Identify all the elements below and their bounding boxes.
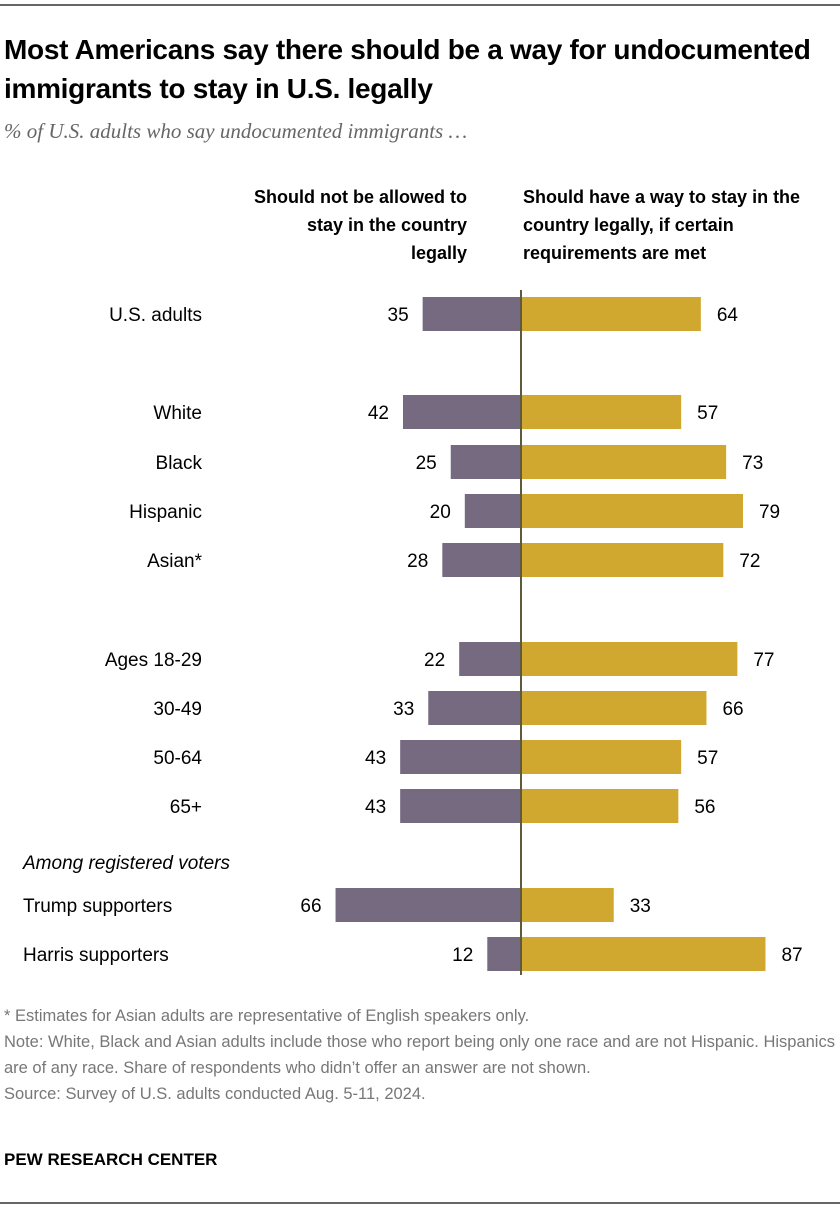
category-label: Ages 18-29 (105, 650, 202, 671)
bar-should-not-stay (402, 395, 521, 429)
value-label-should-stay: 72 (739, 551, 760, 572)
bar-should-stay (521, 740, 682, 774)
value-label-should-not-stay: 42 (368, 403, 389, 424)
value-label-should-stay: 57 (697, 748, 718, 769)
category-label: Harris supporters (23, 945, 169, 966)
bar-should-stay (521, 937, 766, 971)
bar-should-not-stay (400, 740, 521, 774)
bar-should-stay (521, 543, 724, 577)
legend-should-not-stay: Should not be allowed to stay in the cou… (254, 187, 467, 263)
bar-should-stay (521, 642, 738, 676)
value-label-should-stay: 57 (697, 403, 718, 424)
category-label: U.S. adults (109, 305, 202, 326)
group-label-registered-voters: Among registered voters (22, 853, 230, 874)
top-rule (0, 4, 840, 6)
notes: * Estimates for Asian adults are represe… (4, 1003, 838, 1107)
value-label-should-stay: 73 (742, 453, 763, 474)
category-label: 65+ (170, 797, 202, 818)
legend-should-stay: Should have a way to stay in the country… (523, 187, 801, 263)
bar-should-not-stay (335, 888, 521, 922)
value-label-should-stay: 56 (694, 797, 715, 818)
bar-should-not-stay (428, 691, 521, 725)
bar-should-not-stay (450, 445, 521, 479)
value-label-should-stay: 79 (759, 502, 780, 523)
bar-should-stay (521, 445, 727, 479)
footnote-asian: * Estimates for Asian adults are represe… (4, 1007, 530, 1025)
category-label: 30-49 (153, 699, 202, 720)
value-label-should-not-stay: 12 (452, 945, 473, 966)
bar-should-not-stay (459, 642, 521, 676)
value-label-should-not-stay: 35 (388, 305, 409, 326)
note: Note: White, Black and Asian adults incl… (4, 1033, 835, 1077)
bar-chart: U.S. adults 35 64 White 42 57 Black 25 73 Hispani… (22, 290, 803, 975)
bar-should-not-stay (442, 543, 521, 577)
category-label: Hispanic (129, 502, 202, 523)
value-label-should-not-stay: 43 (365, 797, 386, 818)
category-label: Black (156, 453, 203, 474)
bar-should-stay (521, 691, 707, 725)
bar-should-not-stay (400, 789, 521, 823)
bar-should-not-stay (464, 494, 521, 528)
value-label-should-not-stay: 20 (430, 502, 451, 523)
bar-should-not-stay (422, 297, 521, 331)
value-label-should-not-stay: 28 (407, 551, 428, 572)
chart-subtitle: % of U.S. adults who say undocumented im… (4, 119, 468, 143)
category-label: Asian* (147, 551, 203, 572)
bar-should-stay (521, 888, 614, 922)
value-label-should-not-stay: 22 (424, 650, 445, 671)
chart-title: Most Americans say there should be a way… (4, 34, 811, 104)
category-label: White (153, 403, 202, 424)
bar-should-stay (521, 395, 682, 429)
value-label-should-not-stay: 33 (393, 699, 414, 720)
pew-logo: PEW RESEARCH CENTER (4, 1150, 218, 1169)
bar-should-stay (521, 494, 743, 528)
bar-should-stay (521, 297, 701, 331)
value-label-should-stay: 87 (781, 945, 802, 966)
value-label-should-stay: 33 (630, 896, 651, 917)
source: Source: Survey of U.S. adults conducted … (4, 1085, 426, 1103)
category-label: 50-64 (153, 748, 202, 769)
bar-should-stay (521, 789, 679, 823)
value-label-should-not-stay: 25 (416, 453, 437, 474)
bar-should-not-stay (487, 937, 521, 971)
value-label-should-not-stay: 66 (300, 896, 321, 917)
value-label-should-not-stay: 43 (365, 748, 386, 769)
category-label: Trump supporters (23, 896, 172, 917)
value-label-should-stay: 66 (722, 699, 743, 720)
bottom-rule (0, 1202, 840, 1204)
value-label-should-stay: 77 (753, 650, 774, 671)
value-label-should-stay: 64 (717, 305, 739, 326)
